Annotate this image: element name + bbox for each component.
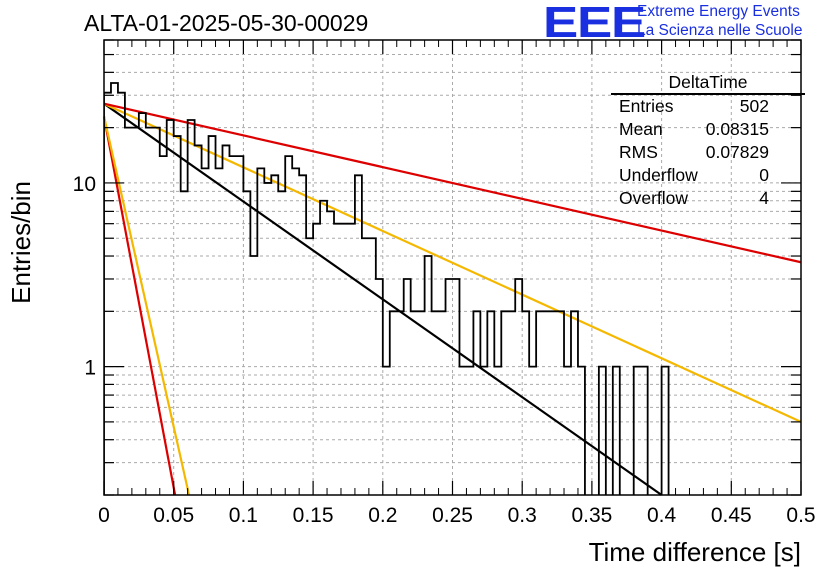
fit-line [103,102,802,264]
histogram-bin [487,311,494,495]
histogram-bin [167,120,174,495]
histogram-bin [334,224,341,495]
histogram-bin [571,311,578,495]
histogram-bin [466,367,473,495]
stats-title: DeltaTime [611,71,805,95]
histogram-bin [285,156,292,495]
x-tick-label: 0.5 [786,504,815,527]
axis-ticks [103,39,802,496]
x-tick-label: 0.05 [153,504,194,527]
histogram-bin [236,156,243,495]
x-tick-label: 0.1 [229,504,258,527]
x-tick-label: 0.4 [647,504,677,527]
histogram-bin [278,191,285,495]
x-tick-label: 0.25 [432,504,473,527]
histogram-bin [473,311,480,495]
logo-line-2: La Scienza nelle Scuole [637,22,803,39]
y-tick-labels: 1 10 [73,173,96,380]
histogram-bin [188,120,195,495]
histogram-bin [222,145,229,495]
histogram-bin [599,367,606,495]
stats-row: Mean 0.08315 [611,118,805,141]
histogram-bin [320,201,327,495]
histogram-bin [292,168,299,495]
histogram-bin [348,224,355,495]
x-axis-label: Time difference [s] [589,537,801,567]
histogram-bin [480,367,487,495]
stats-row: RMS 0.07829 [611,141,805,164]
histogram-bin [557,311,564,495]
histogram-bin [522,311,529,495]
chart-title: ALTA-01-2025-05-30-00029 [84,10,369,36]
histogram-bin [501,311,508,495]
histogram-bin [641,367,648,495]
histogram-bin [662,367,669,495]
histogram-bin [216,168,223,495]
histogram-bin [390,311,397,495]
histogram-bin [209,136,216,495]
x-tick-labels: 0 0.05 0.1 0.15 0.2 0.25 0.3 0.35 0.4 0.45 0.5 [98,504,815,527]
histogram-bin [264,183,271,495]
stats-value: 4 [759,188,769,208]
x-tick-label: 0.15 [293,504,334,527]
histogram-bin [327,211,334,495]
histogram-bin [411,311,418,495]
y-tick-label: 10 [73,173,96,196]
y-axis-label: Entries/bin [6,181,36,304]
histogram-bin [578,367,585,495]
histogram-bin [257,168,264,495]
histogram-bin [181,191,188,495]
histogram-bin [397,311,404,495]
stats-label: RMS [619,142,658,162]
histogram-bin [111,83,118,495]
stats-value: 0.07829 [705,142,769,162]
x-tick-label: 0 [98,504,110,527]
histogram-bin [195,145,202,495]
histogram-bin [550,311,557,495]
fit-line [102,116,191,496]
histogram-bin [613,367,620,495]
histogram-bin [383,367,390,495]
stats-label: Entries [619,96,674,116]
histogram-bin [341,224,348,495]
histogram-bin [229,156,236,495]
histogram-step [104,82,670,495]
stats-value: 0 [759,165,769,185]
x-tick-label: 0.35 [571,504,612,527]
stats-row: Entries 502 [611,95,805,118]
fit-line [103,102,802,423]
x-tick-label: 0.3 [508,504,537,527]
histogram-bin [494,367,501,495]
x-tick-label: 0.2 [368,504,397,527]
histogram [104,82,670,495]
stats-row: Underflow 0 [611,164,805,187]
histogram-bin [118,93,125,495]
x-tick-label: 0.45 [711,504,752,527]
histogram-bin [313,224,320,495]
stats-box: DeltaTime Entries 502 Mean 0.08315 RMS 0.0782… [611,71,805,210]
stats-label: Underflow [619,165,698,185]
histogram-bin [536,311,543,495]
histogram-bin [202,168,209,495]
y-tick-label: 1 [84,357,96,380]
fit-line [102,116,177,496]
eee-logo-text: Extreme Energy Events La Scienza nelle S… [637,2,802,40]
histogram-bin [529,367,536,495]
logo-line-1: Extreme Energy Events [637,3,800,20]
stats-value: 0.08315 [705,119,769,139]
grid-lines [103,39,802,496]
histogram-bin [508,311,515,495]
eee-logo: EEE [543,0,646,47]
stats-label: Mean [619,119,663,139]
histogram-bin [418,311,425,495]
histogram-bin [543,311,550,495]
stats-label: Overflow [619,188,689,208]
stats-row: Overflow 4 [611,187,805,210]
histogram-bin [243,191,250,495]
stats-value: 502 [739,96,769,116]
histogram-bin [459,367,466,495]
